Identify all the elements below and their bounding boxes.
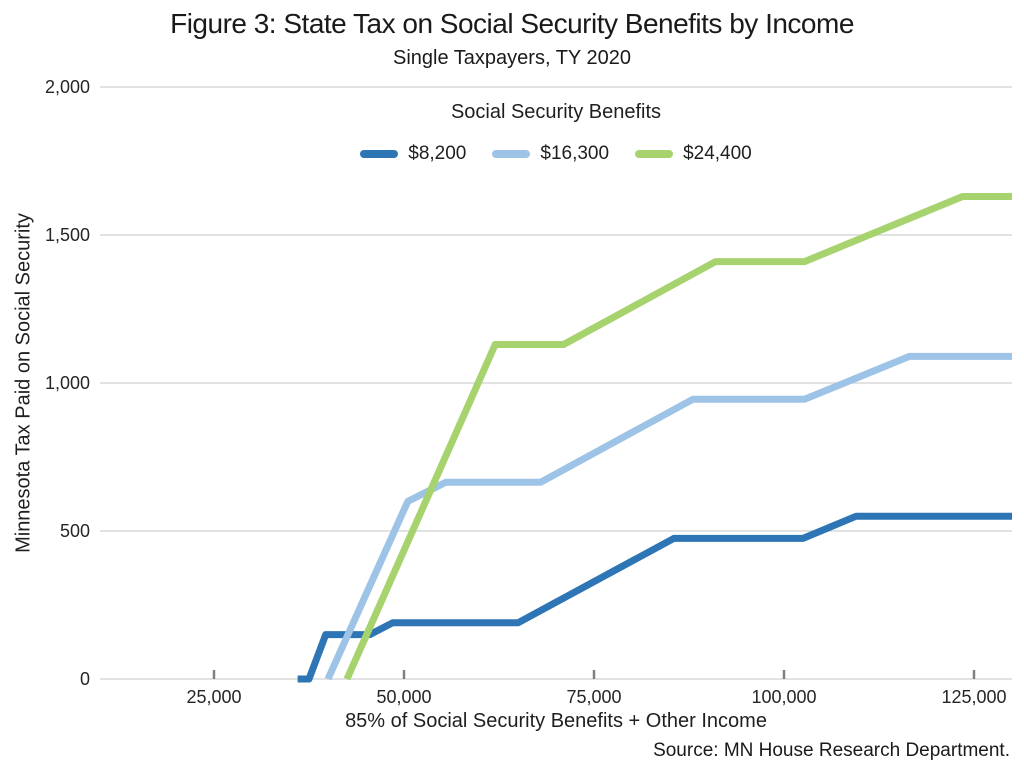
y-axis-title: Minnesota Tax Paid on Social Security: [12, 213, 35, 553]
legend-item-2: $24,400: [635, 143, 752, 165]
chart-subtitle: Single Taxpayers, TY 2020: [393, 47, 631, 69]
legend-label: $8,200: [408, 143, 467, 164]
y-tick-label-500: 500: [60, 521, 90, 541]
x-tick-label-125000: 125,000: [941, 687, 1006, 707]
y-tick-label-1000: 1,000: [45, 373, 90, 393]
series-line-1: [324, 352, 1012, 681]
legend-swatch-icon: [360, 150, 399, 158]
legend-label: $24,400: [683, 143, 752, 164]
source-note: Source: MN House Research Department.: [653, 740, 1010, 761]
legend-swatch-icon: [492, 150, 531, 158]
legend: $8,200 $16,300 $24,400: [100, 143, 1012, 165]
series-line-0: [297, 512, 1012, 683]
x-axis-title: 85% of Social Security Benefits + Other …: [345, 710, 767, 732]
y-tick-label-1500: 1,500: [45, 225, 90, 245]
legend-title: Social Security Benefits: [450, 101, 662, 123]
chart-title: Figure 3: State Tax on Social Security B…: [170, 8, 854, 39]
series-line-2: [343, 193, 1012, 681]
legend-label: $16,300: [540, 143, 610, 164]
x-tick-label-25000: 25,000: [186, 687, 241, 707]
x-tick-label-100000: 100,000: [751, 687, 816, 707]
legend-swatch-icon: [635, 150, 674, 158]
legend-item-1: $16,300: [492, 143, 609, 165]
x-tick-label-75000: 75,000: [566, 687, 621, 707]
y-tick-label-2000: 2,000: [45, 77, 90, 97]
legend-item-0: $8,200: [360, 143, 466, 165]
x-tick-label-50000: 50,000: [376, 687, 431, 707]
y-tick-label-0: 0: [80, 669, 90, 689]
